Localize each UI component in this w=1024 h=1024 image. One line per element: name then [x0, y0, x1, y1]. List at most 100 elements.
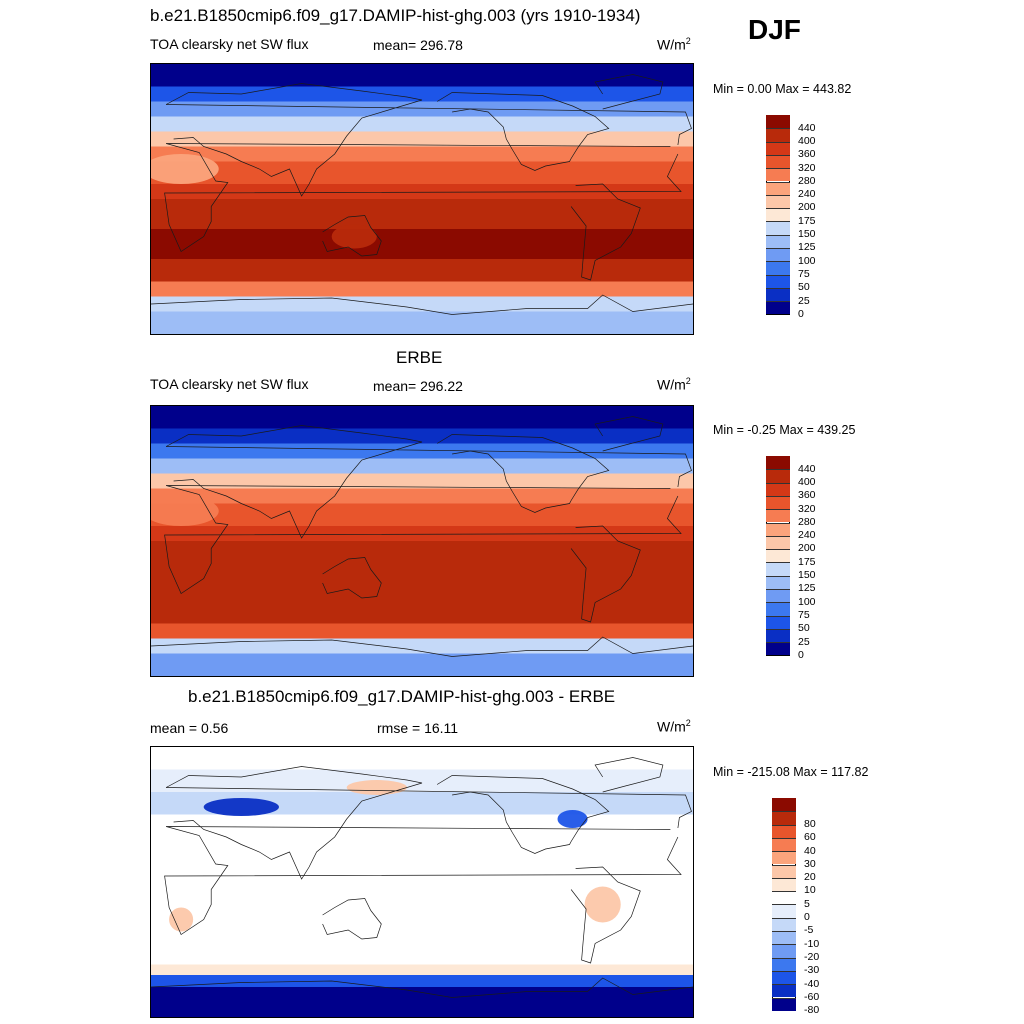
- coastline: [151, 636, 693, 657]
- zonal-band: [151, 942, 693, 965]
- coastline: [436, 434, 610, 513]
- zonal-band: [151, 281, 693, 297]
- panel2-minmax: Min = -0.25 Max = 439.25: [713, 423, 856, 437]
- colorbar-segment: [766, 115, 790, 129]
- colorbar-segment: [766, 615, 790, 629]
- zonal-band: [151, 311, 693, 334]
- colorbar-segment: [766, 642, 790, 656]
- panel2-title: ERBE: [396, 348, 443, 367]
- colorbar-tick-label: 10: [804, 884, 816, 897]
- colorbar-segment: [766, 248, 790, 262]
- colorbar-tick-label: 400: [798, 134, 816, 147]
- colorbar-segment: [766, 221, 790, 235]
- colorbar-tick-label: 440: [798, 121, 816, 134]
- coastline: [570, 183, 641, 281]
- anomaly-region: [151, 154, 219, 184]
- colorbar-segment: [772, 811, 796, 825]
- colorbar-segment: [772, 837, 796, 852]
- coastline: [151, 977, 693, 998]
- colorbar-segment: [766, 482, 790, 496]
- anomaly-region: [151, 496, 219, 526]
- colorbar-segment: [766, 287, 790, 302]
- zonal-band: [151, 161, 693, 185]
- colorbar-segment: [766, 562, 790, 576]
- colorbar-tick-label: 40: [804, 844, 816, 857]
- colorbar-segment: [772, 917, 796, 931]
- panel2-variable-label: TOA clearsky net SW flux: [150, 376, 309, 392]
- colorbar-tick-label: 75: [798, 608, 810, 621]
- panel3-minmax: Min = -215.08 Max = 117.82: [713, 765, 869, 779]
- colorbar-segment: [772, 824, 796, 838]
- anomaly-region: [584, 886, 621, 923]
- colorbar-segment: [766, 575, 790, 589]
- zonal-band: [151, 101, 693, 117]
- season-label: DJF: [748, 14, 801, 45]
- zonal-band: [151, 443, 693, 459]
- anomaly-region: [346, 780, 407, 795]
- colorbar-segment: [772, 877, 796, 892]
- colorbar-segment: [772, 798, 796, 812]
- colorbar-segment: [766, 194, 790, 209]
- zonal-band: [151, 184, 693, 200]
- colorbar-tick-label: 200: [798, 542, 816, 555]
- colorbar-tick-label: 75: [798, 267, 810, 280]
- coastline: [322, 557, 382, 599]
- colorbar-segment: [772, 984, 796, 998]
- coastline: [165, 766, 692, 880]
- colorbar-tick-label: -5: [804, 924, 814, 937]
- panel1-title: b.e21.B1850cmip6.f09_g17.DAMIP-hist-ghg.…: [150, 6, 641, 25]
- colorbar-segment: [772, 970, 796, 985]
- colorbar-segment: [766, 495, 790, 510]
- anomaly-region: [557, 810, 588, 828]
- colorbar-segment: [772, 904, 796, 918]
- zonal-band: [151, 86, 693, 102]
- colorbar-tick-label: 125: [798, 241, 816, 254]
- zonal-band: [151, 259, 693, 282]
- colorbar-tick-label: 150: [798, 228, 816, 241]
- colorbar-segment: [766, 208, 790, 222]
- zonal-band: [151, 638, 693, 654]
- colorbar-tick-label: 25: [798, 635, 810, 648]
- zonal-band: [151, 473, 693, 489]
- panel2-mean-label: mean= 296.22: [373, 378, 463, 394]
- zonal-band: [151, 116, 693, 132]
- colorbar-tick-label: 5: [804, 897, 810, 910]
- colorbar-segment: [766, 549, 790, 563]
- panel1-mean-label: mean= 296.78: [373, 37, 463, 53]
- anomaly-region: [203, 798, 279, 816]
- panel3-map: [150, 746, 694, 1018]
- panel2-map: [150, 405, 694, 677]
- panel3-mean-label: mean = 0.56: [150, 720, 229, 736]
- colorbar-segment: [766, 128, 790, 142]
- panel1-map-svg: [151, 64, 693, 334]
- colorbar-segment: [766, 274, 790, 288]
- colorbar-segment: [766, 509, 790, 523]
- colorbar-segment: [766, 301, 790, 315]
- coastline: [570, 866, 641, 964]
- coastline: [322, 215, 382, 257]
- zonal-band: [151, 653, 693, 676]
- coastline: [436, 92, 610, 171]
- colorbar-tick-label: 360: [798, 148, 816, 161]
- panel1-map: [150, 63, 694, 335]
- zonal-band: [151, 837, 693, 860]
- coastline: [594, 74, 664, 110]
- colorbar-tick-label: 200: [798, 201, 816, 214]
- panel3-units: W/m2: [657, 718, 691, 735]
- zonal-band: [151, 814, 693, 838]
- coastline: [164, 485, 682, 595]
- zonal-band: [151, 199, 693, 230]
- zonal-band: [151, 623, 693, 639]
- zonal-band: [151, 747, 693, 770]
- colorbar-tick-label: 20: [804, 871, 816, 884]
- colorbar-tick-label: 240: [798, 529, 816, 542]
- colorbar-segment: [772, 891, 796, 905]
- zonal-band: [151, 541, 693, 572]
- zonal-band: [151, 296, 693, 312]
- colorbar-tick-label: 175: [798, 555, 816, 568]
- colorbar-segment: [766, 628, 790, 643]
- colorbar-segment: [772, 931, 796, 945]
- colorbar-segment: [766, 456, 790, 470]
- colorbar-tick-label: 50: [798, 281, 810, 294]
- zonal-band: [151, 229, 693, 260]
